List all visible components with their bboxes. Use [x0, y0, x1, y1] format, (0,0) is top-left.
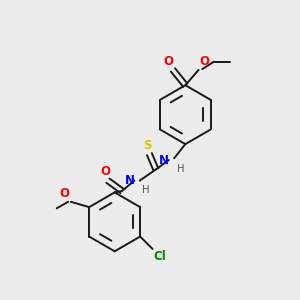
- Text: H: H: [142, 185, 150, 195]
- Text: O: O: [60, 187, 70, 200]
- Text: O: O: [200, 56, 209, 68]
- Text: S: S: [143, 139, 151, 152]
- Text: Cl: Cl: [154, 250, 166, 263]
- Text: O: O: [164, 56, 174, 68]
- Text: O: O: [100, 165, 110, 178]
- Text: N: N: [159, 154, 169, 166]
- Text: H: H: [176, 164, 184, 173]
- Text: N: N: [124, 174, 134, 187]
